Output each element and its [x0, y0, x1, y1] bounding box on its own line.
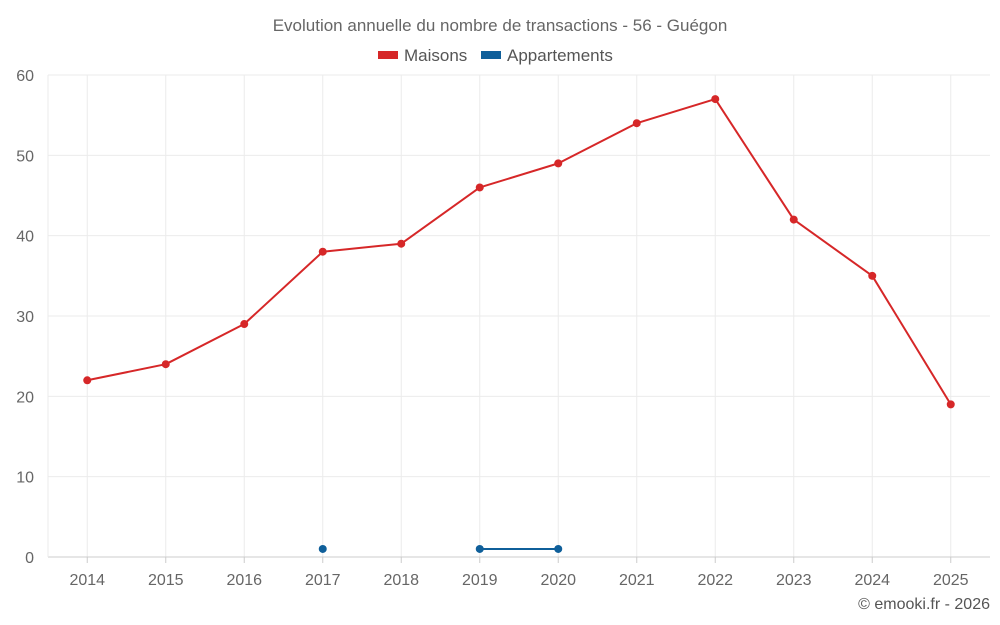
data-point-appartements-2017[interactable]	[318, 544, 327, 553]
series-line-segment-maisons	[714, 98, 795, 221]
x-tick-label: 2019	[462, 572, 498, 589]
series-maisons	[83, 95, 955, 409]
data-point-maisons-2019[interactable]	[475, 183, 484, 192]
data-point-appartements-2020[interactable]	[554, 544, 563, 553]
data-point-maisons-2016[interactable]	[240, 320, 249, 329]
x-tick-label: 2018	[383, 572, 419, 589]
gridlines	[48, 74, 990, 557]
axes: 0 10 20 30 40 50 60 2014 2015 2016 2017 2018 2019 202…	[16, 68, 990, 589]
data-point-maisons-2023[interactable]	[789, 215, 798, 224]
series-line-segment-maisons	[478, 162, 560, 189]
series-line-segment-maisons	[164, 323, 246, 366]
y-tick-label: 10	[16, 470, 34, 487]
y-tick-label: 20	[16, 389, 34, 406]
x-tick-label: 2014	[69, 572, 105, 589]
legend-swatch-appartements	[481, 51, 501, 59]
y-tick-label: 60	[16, 68, 34, 85]
x-tick-label: 2015	[148, 572, 184, 589]
data-point-maisons-2015[interactable]	[161, 360, 170, 369]
x-tick-label: 2022	[697, 572, 733, 589]
series-appartements	[318, 544, 563, 553]
x-tick-label: 2025	[933, 572, 969, 589]
legend-label-maisons[interactable]: Maisons	[404, 46, 467, 65]
series	[83, 95, 955, 553]
legend-swatch-maisons	[378, 51, 398, 59]
x-tick-label: 2021	[619, 572, 655, 589]
series-line-segment-maisons	[635, 98, 717, 125]
x-tick-label: 2024	[854, 572, 890, 589]
series-line-segment-maisons	[400, 186, 481, 245]
y-tick-label: 40	[16, 229, 34, 246]
y-tick-label: 30	[16, 309, 34, 326]
series-line-segment-maisons	[792, 218, 874, 277]
x-tick-label: 2020	[540, 572, 576, 589]
data-point-maisons-2024[interactable]	[868, 271, 877, 280]
series-line-segment-maisons	[321, 242, 403, 253]
data-point-appartements-2019[interactable]	[475, 544, 484, 553]
y-tick-label: 50	[16, 148, 34, 165]
x-tick-label: 2023	[776, 572, 812, 589]
legend: Maisons Appartements	[378, 46, 613, 65]
data-point-maisons-2021[interactable]	[632, 119, 641, 128]
credit-text: © emooki.fr - 2026	[858, 596, 990, 613]
series-line-segment-maisons	[557, 122, 638, 165]
data-point-maisons-2025[interactable]	[946, 400, 955, 409]
series-line-segment-maisons	[871, 274, 952, 406]
data-point-maisons-2014[interactable]	[83, 376, 92, 385]
data-point-maisons-2022[interactable]	[711, 95, 720, 104]
data-point-maisons-2020[interactable]	[554, 159, 563, 168]
series-line-segment-maisons	[243, 250, 324, 326]
x-tick-label: 2016	[226, 572, 262, 589]
legend-label-appartements[interactable]: Appartements	[507, 46, 613, 65]
series-line-segment-maisons	[86, 363, 167, 382]
chart-title: Evolution annuelle du nombre de transact…	[273, 16, 728, 35]
data-point-maisons-2018[interactable]	[397, 239, 406, 248]
x-tick-label: 2017	[305, 572, 341, 589]
y-tick-label: 0	[25, 550, 34, 567]
data-point-maisons-2017[interactable]	[318, 247, 327, 256]
